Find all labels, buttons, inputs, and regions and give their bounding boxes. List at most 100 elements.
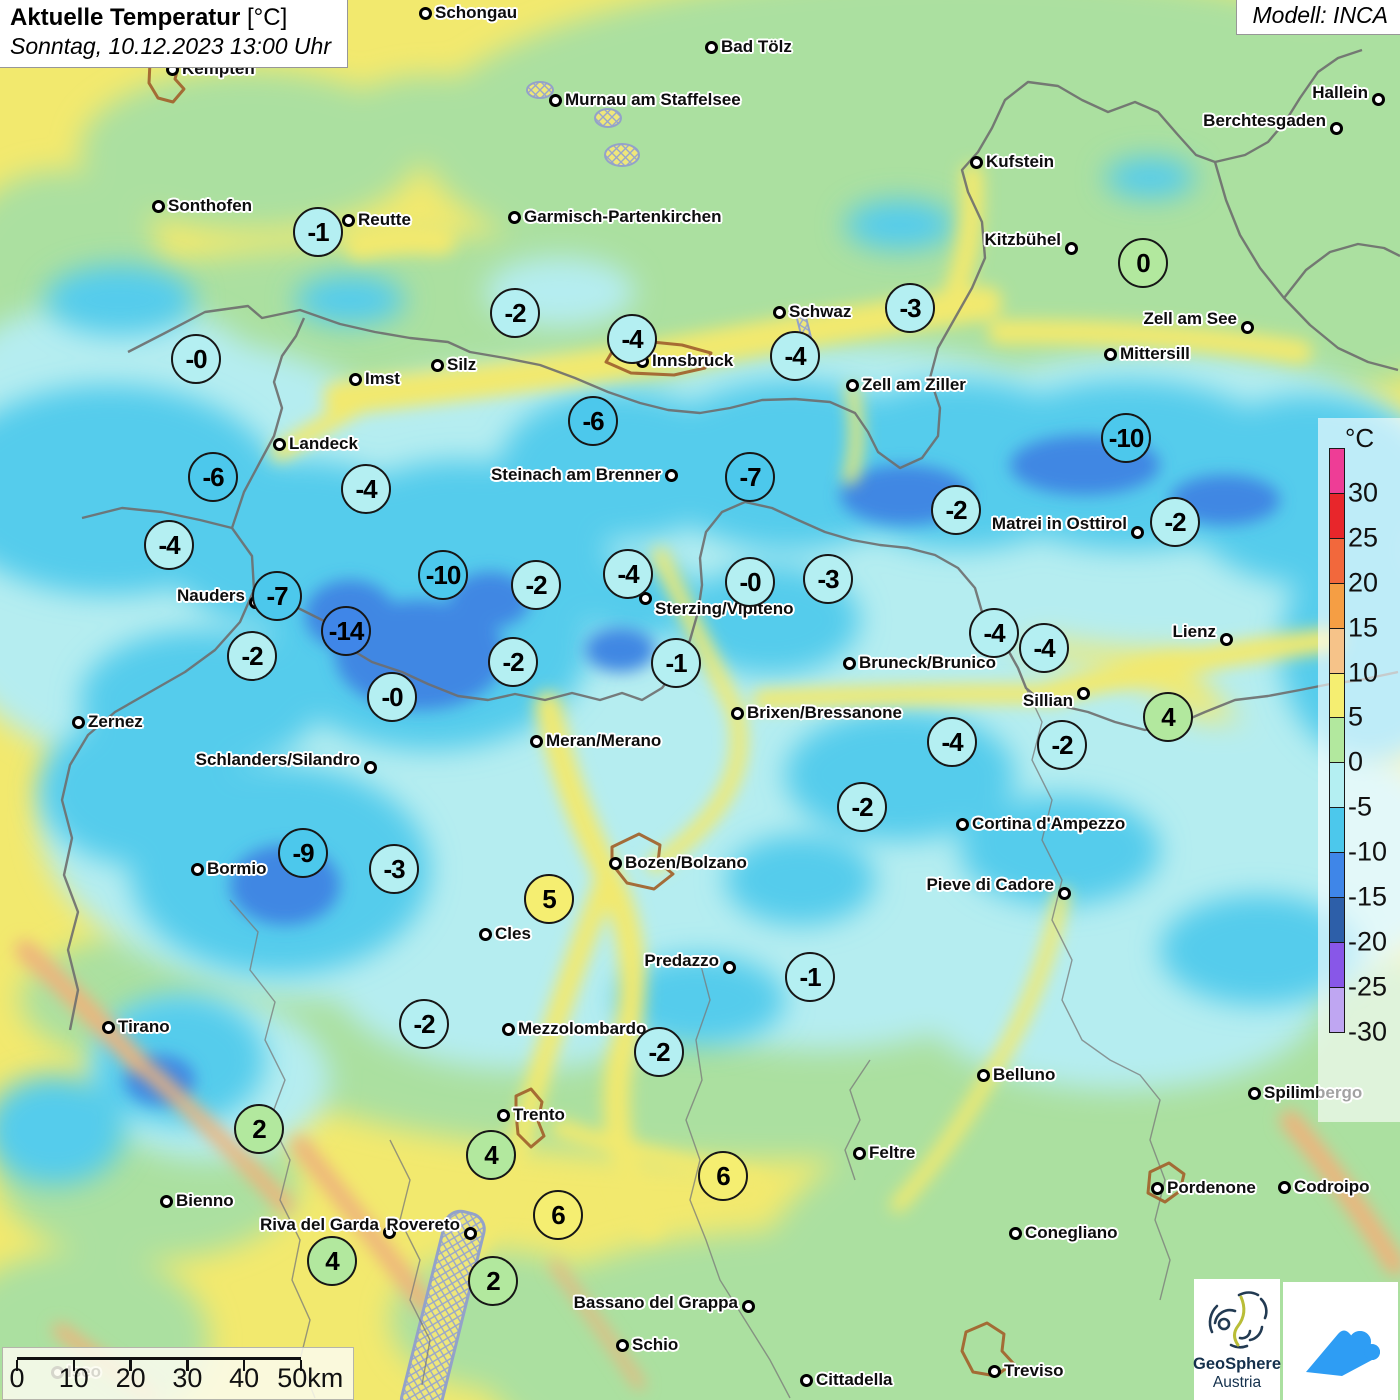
city-marker-dot [852,1146,866,1160]
colorbar-segment [1329,582,1345,630]
city-marker-dot [272,437,286,451]
city-label: Murnau am Staffelsee [565,90,741,109]
mountain-cloud-icon [1305,1327,1384,1376]
city-marker-dot [507,210,521,224]
timestamp: Sonntag, 10.12.2023 13:00 Uhr [10,33,331,59]
city-marker-dot [1277,1180,1291,1194]
city-marker-dot [151,199,165,213]
city-marker-dot [987,1364,1001,1378]
city-marker-dot [1219,632,1233,646]
colorbar-segment [1329,492,1345,540]
city-marker-dot [969,155,983,169]
city-marker-dot [1329,121,1343,135]
city-label: Cles [495,924,531,943]
city-label: Landeck [289,434,358,453]
colorbar-tick-label: 20 [1348,567,1379,598]
city-label: Lienz [1172,622,1216,641]
city-marker-dot [363,760,377,774]
city-label: Innsbruck [652,351,734,370]
city-marker-dot [478,927,492,941]
weather-app-logo [1283,1282,1398,1400]
scalebar-tick [186,1360,189,1371]
city-marker-dot [772,305,786,319]
city-label: Kitzbühel [984,230,1062,249]
city-marker-dot [496,1108,510,1122]
city-label: Berchtesgaden [1203,111,1326,130]
temperature-bubble: 2 [468,1256,518,1306]
colorbar-segment [1329,672,1345,720]
colorbar-tick-label: 5 [1348,701,1364,732]
temperature-bubble: -1 [785,952,835,1002]
city-label: Belluno [993,1065,1056,1084]
city-marker-dot [101,1020,115,1034]
city-label: Feltre [869,1143,916,1162]
city-label: Bruneck/Brunico [859,653,996,672]
colorbar-tick-label: 10 [1348,657,1379,687]
city-marker-dot [382,1225,396,1239]
city-marker-dot [1076,686,1090,700]
temperature-bubble: -2 [227,631,277,681]
city-marker-dot [704,40,718,54]
model-label: Modell: INCA [1235,0,1400,35]
city-marker-dot [1371,92,1385,106]
city-marker-dot [341,213,355,227]
temperature-bubble: 6 [698,1151,748,1201]
colorbar-segment [1329,897,1345,944]
temperature-bubble: -0 [725,557,775,607]
temperature-bubble: -4 [603,549,653,599]
temperature-bubble: -3 [885,283,935,333]
city-label: Schio [632,1335,679,1354]
temperature-bubble: 5 [524,874,574,924]
colorbar-tick-label: -15 [1348,881,1388,912]
scalebar-tick [242,1360,246,1371]
city-label: Imst [365,369,400,388]
city-marker-dot [1240,320,1254,334]
scalebar-tick [299,1360,303,1371]
city-marker-dot [190,862,204,876]
city-label: Schwaz [789,302,852,321]
city-marker-dot [976,1068,990,1082]
colorbar-segment [1329,807,1345,854]
colorbar-unit: °C [1345,423,1375,453]
colorbar-swatches [1329,448,1345,1034]
city-marker-dot [348,372,362,386]
colorbar-tick-label: -20 [1348,926,1388,957]
scalebar-tick-label: 0 [9,1363,25,1393]
temperature-bubble: -4 [770,331,820,381]
temperature-bubble: -7 [725,452,775,502]
city-marker-dot [1008,1226,1022,1240]
city-label: Trento [513,1105,565,1124]
temperature-bubble: 4 [1143,692,1193,742]
city-label: Silz [447,355,477,374]
city-label: Mezzolombardo [518,1019,647,1038]
city-label: Sillian [1022,691,1073,710]
temperature-bubble: -6 [188,452,238,502]
scalebar-tick-label: 40 [229,1363,260,1393]
city-label: Pordenone [1167,1178,1256,1197]
city-label: Zell am Ziller [862,375,966,394]
city-marker-dot [730,706,744,720]
city-label: Sonthofen [168,196,253,215]
geosphere-logo-mark [1208,1291,1268,1349]
temperature-bubble: -2 [490,288,540,338]
city-label: Meran/Merano [546,731,662,750]
city-marker-dot [159,1194,173,1208]
temperature-bubble: -10 [418,550,468,600]
city-marker-dot [1064,241,1078,255]
city-label: Riva del Garda [259,1215,379,1234]
city-marker-dot [799,1373,813,1387]
city-label: Pieve di Cadore [926,875,1054,894]
geosphere-country-text: Austria [1212,1374,1262,1391]
temperature-bubble: -3 [803,554,853,604]
temperature-bubble: -2 [488,637,538,687]
city-label: Garmisch-Partenkirchen [524,207,722,226]
city-marker-dot [71,715,85,729]
city-label: Kufstein [986,152,1054,171]
city-label: Cortina d'Ampezzo [972,814,1126,833]
city-label: Brixen/Bressanone [747,703,902,722]
temperature-bubble: -4 [144,520,194,570]
colorbar-tick-label: 15 [1348,612,1379,643]
temperature-bubble: 4 [307,1236,357,1286]
